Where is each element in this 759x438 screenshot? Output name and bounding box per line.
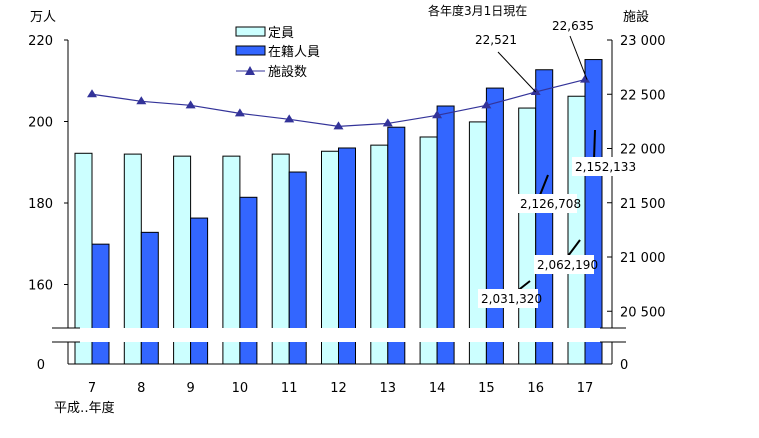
facilities-marker-triangle-icon [87,89,97,98]
annotation-capacity-17: 2,062,190 [537,258,598,272]
right-tick-label: 22 500 [620,88,666,103]
annotation-enrolled-17-leader [593,129,596,161]
line-layer [87,74,590,130]
annotation-capacity-16-box [478,289,538,308]
facilities-marker-triangle-icon [580,74,590,83]
x-tick-label: 15 [478,381,495,396]
x-tick-label: 12 [330,381,347,396]
right-tick-label: 22 000 [620,143,666,158]
annotation-facilities-16: 22,521 [475,33,517,47]
x-tick-label: 7 [88,381,96,396]
bar-capacity-15 [468,121,487,365]
bar-enrolled-14 [436,105,455,365]
left-tick-label: 180 [28,197,53,212]
facilities-marker-triangle-icon [136,96,147,105]
x-tick-label: 11 [281,381,298,396]
annotation-facilities-16-leader [497,51,537,93]
x-tick-label: 16 [527,381,544,396]
left-axis-title: 万人 [30,10,56,25]
left-tick-label: 160 [28,279,53,294]
legend-label-capacity: 定員 [268,26,294,41]
left-tick-label: 0 [37,358,45,373]
legend-label-enrolled: 在籍人員 [268,44,320,60]
bars-layer [50,59,640,365]
bar-enrolled-8 [140,231,159,365]
annotation-capacity-17-box [534,255,594,274]
bar-enrolled-7 [91,243,110,365]
annotation-facilities-17-leader [569,35,588,80]
legend: 定員 在籍人員 施設数 [235,26,320,80]
left-tick-label: 220 [28,34,53,49]
facilities-marker-triangle-icon [185,100,196,109]
legend-marker-triangle-icon [245,66,255,75]
x-tick-label: 17 [577,381,594,396]
x-tick-label: 14 [429,381,446,396]
bar-capacity-17 [567,95,586,365]
bar-enrolled-16 [535,69,554,365]
legend-label-facilities: 施設数 [268,64,307,80]
x-tick-label: 8 [137,381,145,396]
annotations-layer: 22,521 22,635 2,126,708 2,152,133 2,031,320 2… [475,19,636,308]
annotation-enrolled-17-box [572,157,632,176]
annotation-enrolled-17: 2,152,133 [575,160,636,174]
axes-layer: 7 8 9 10 11 12 13 14 15 16 17 220 200 180 160 0 23 000 22… [28,34,665,396]
right-tick-label: 20 500 [620,305,666,320]
axis-break-band [50,328,640,342]
annotation-facilities-17: 22,635 [552,19,594,33]
bar-enrolled-17 [584,59,603,365]
annotation-capacity-17-leader [567,239,581,257]
facilities-line [91,79,586,127]
chart-subtitle: 各年度3月1日現在 [428,3,527,18]
bar-enrolled-15 [485,87,504,365]
facilities-marker-triangle-icon [382,118,393,127]
x-axis-title: 平成‥年度 [54,400,115,416]
right-axis-title: 施設 [623,9,649,25]
right-tick-label: 21 000 [620,251,666,266]
annotation-enrolled-16-box [517,194,577,213]
facilities-marker-triangle-icon [284,114,295,123]
facilities-marker-triangle-icon [432,110,443,119]
facilities-marker-triangle-icon [333,121,344,130]
facilities-marker-triangle-icon [530,86,541,95]
facilities-marker-triangle-icon [234,108,245,117]
annotation-enrolled-16-leader [539,174,549,196]
right-tick-label: 23 000 [620,34,666,49]
annotation-capacity-16: 2,031,320 [481,292,542,306]
legend-swatch-enrolled [235,45,266,56]
x-tick-label: 10 [232,381,249,396]
right-tick-label: 21 500 [620,197,666,212]
x-tick-label: 9 [186,381,194,396]
bar-enrolled-9 [190,217,209,365]
annotation-enrolled-16: 2,126,708 [520,197,581,211]
left-tick-label: 200 [28,116,53,131]
bar-capacity-16 [518,107,537,365]
right-tick-label: 0 [620,358,628,373]
facilities-marker-triangle-icon [481,100,492,109]
legend-swatch-capacity [235,26,266,37]
x-tick-label: 13 [380,381,397,396]
